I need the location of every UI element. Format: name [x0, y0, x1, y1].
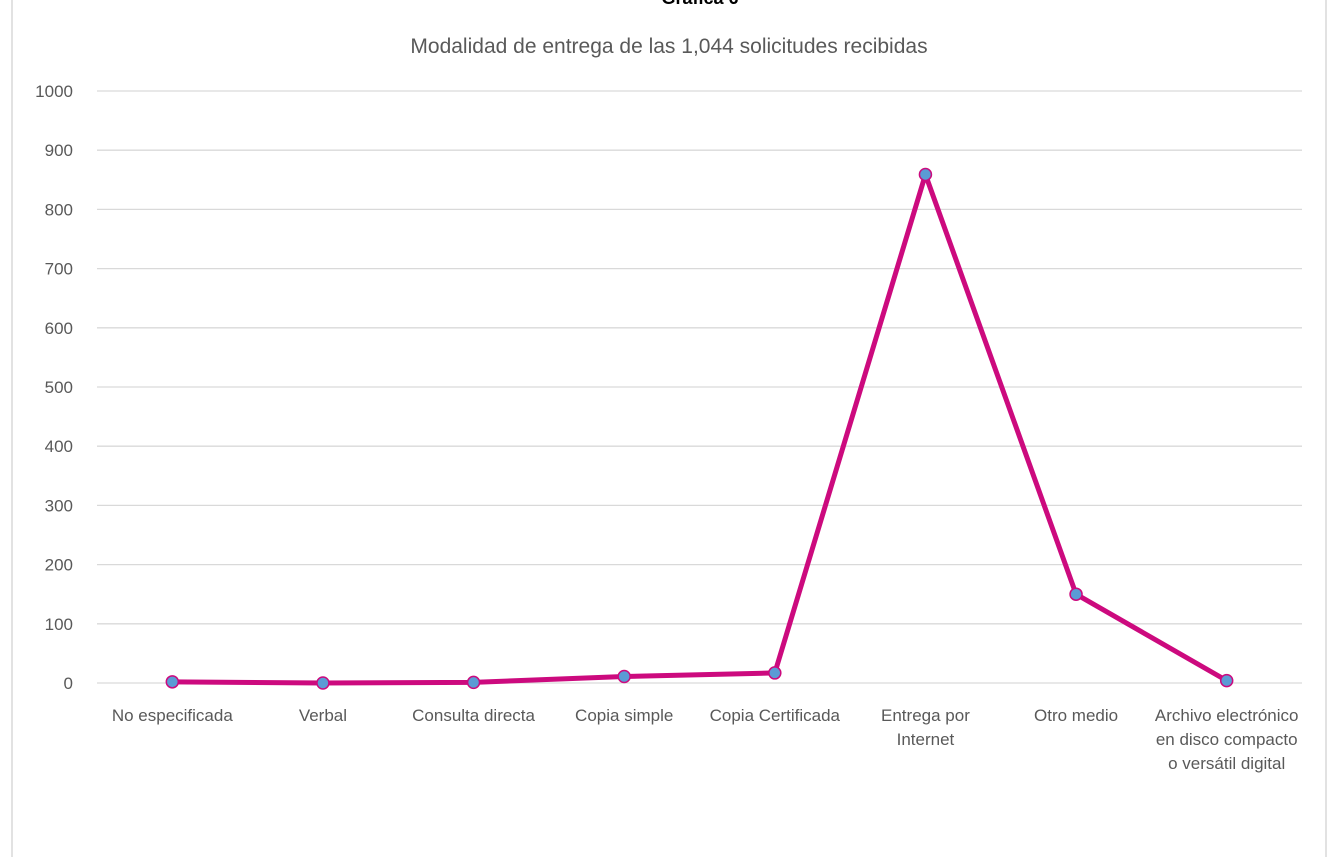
y-tick-label: 500	[45, 378, 73, 397]
y-tick-label: 1000	[35, 82, 73, 101]
x-tick-label: Consulta directa	[412, 706, 535, 725]
chart-title: Modalidad de entrega de las 1,044 solici…	[410, 35, 927, 58]
x-tick-label: Copia Certificada	[709, 706, 841, 725]
data-point	[165, 675, 180, 689]
y-tick-label: 400	[45, 437, 73, 456]
y-tick-label: 900	[45, 141, 73, 160]
y-tick-label: 0	[64, 674, 73, 693]
x-tick-label: Entrega por Internet	[881, 706, 970, 749]
y-tick-label: 200	[45, 556, 73, 575]
chart-border	[11, 0, 1327, 857]
y-tick-label: 300	[45, 496, 73, 515]
y-tick-label: 600	[45, 319, 73, 338]
x-tick-label: Archivo electrónico en disco compacto o …	[1154, 706, 1299, 773]
data-point	[617, 669, 631, 684]
data-point	[316, 676, 330, 690]
y-tick-label: 800	[45, 200, 73, 219]
y-tick-label: 700	[45, 260, 73, 279]
x-tick-label: Otro medio	[1034, 706, 1119, 725]
chart-heading: Gráfica 6	[661, 0, 738, 8]
x-tick-label: Verbal	[298, 706, 348, 725]
x-tick-label: No especificada	[111, 706, 233, 725]
data-point	[1069, 587, 1083, 601]
series-line	[172, 171, 1228, 686]
data-point	[1219, 673, 1234, 688]
data-point	[466, 675, 481, 690]
data-point	[918, 167, 933, 182]
y-tick-label: 100	[45, 615, 73, 634]
x-tick-label: Copia simple	[575, 706, 674, 725]
data-point	[768, 666, 782, 680]
